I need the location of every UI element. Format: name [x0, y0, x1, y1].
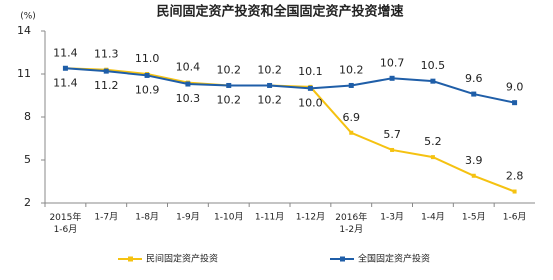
data-label: 10.7 — [380, 56, 405, 69]
point-marker — [144, 72, 150, 78]
data-label: 10.2 — [217, 63, 242, 76]
data-label: 5.7 — [383, 128, 401, 141]
y-tick-label: 14 — [17, 24, 31, 37]
y-tick-label: 5 — [24, 153, 31, 166]
point-marker — [267, 82, 273, 88]
point-marker — [103, 68, 109, 74]
data-label: 2.8 — [506, 170, 524, 183]
data-label: 5.2 — [424, 135, 442, 148]
y-tick-label: 8 — [24, 110, 31, 123]
x-tick-label: 1-6月 — [503, 212, 527, 223]
data-label: 10.9 — [135, 83, 160, 96]
x-tick-label: 1-10月 — [214, 212, 243, 223]
data-label: 10.2 — [339, 63, 364, 76]
point-marker — [430, 155, 435, 160]
y-unit: (%) — [20, 12, 36, 22]
data-label: 10.2 — [257, 63, 282, 76]
x-tick-label: 2016年 1-2月 — [335, 211, 367, 235]
data-label: 10.1 — [298, 65, 323, 78]
data-label: 9.0 — [506, 81, 524, 94]
data-label: 10.4 — [176, 61, 201, 74]
y-tick-label: 2 — [24, 196, 31, 209]
x-tick-label: 1-3月 — [380, 212, 404, 223]
data-label: 10.2 — [217, 93, 242, 106]
point-marker — [307, 85, 313, 91]
x-tick-label: 1-7月 — [94, 212, 118, 223]
data-label: 11.0 — [135, 52, 160, 65]
x-tick-label: 1-8月 — [135, 212, 159, 223]
x-tick-label: 1-11月 — [255, 212, 284, 223]
data-label: 6.9 — [343, 111, 361, 124]
point-marker — [389, 75, 395, 81]
point-marker — [348, 82, 354, 88]
point-marker — [471, 91, 477, 97]
data-label: 10.0 — [298, 96, 323, 109]
x-tick-label: 1-9月 — [176, 212, 200, 223]
data-label: 9.6 — [465, 72, 483, 85]
data-label: 11.4 — [53, 76, 78, 89]
legend-marker — [340, 256, 345, 262]
series-line — [65, 67, 515, 104]
chart-title: 民间固定资产投资和全国固定资产投资增速 — [156, 4, 403, 20]
y-tick-label: 11 — [17, 67, 31, 80]
x-tick-label: 1-12月 — [296, 212, 325, 223]
point-marker — [226, 82, 232, 88]
data-label: 10.2 — [257, 93, 282, 106]
point-marker — [471, 173, 476, 178]
point-marker — [349, 130, 354, 135]
legend-marker — [128, 256, 133, 262]
point-marker — [62, 65, 68, 71]
point-marker — [185, 81, 191, 87]
data-label: 11.2 — [94, 79, 119, 92]
x-tick-label: 1-4月 — [421, 212, 445, 223]
point-marker — [512, 100, 518, 106]
point-marker — [390, 147, 395, 152]
data-label: 11.3 — [94, 48, 119, 61]
x-tick-label: 1-5月 — [462, 212, 486, 223]
legend-label: 民间固定资产投资 — [146, 253, 218, 265]
data-label: 10.5 — [421, 59, 446, 72]
data-label: 3.9 — [465, 154, 483, 167]
point-marker — [512, 189, 517, 194]
legend-label: 全国固定资产投资 — [358, 253, 430, 265]
point-marker — [430, 78, 436, 84]
data-label: 11.4 — [53, 46, 78, 59]
x-tick-label: 2015年 1-6月 — [49, 211, 81, 235]
data-label: 10.3 — [176, 92, 201, 105]
